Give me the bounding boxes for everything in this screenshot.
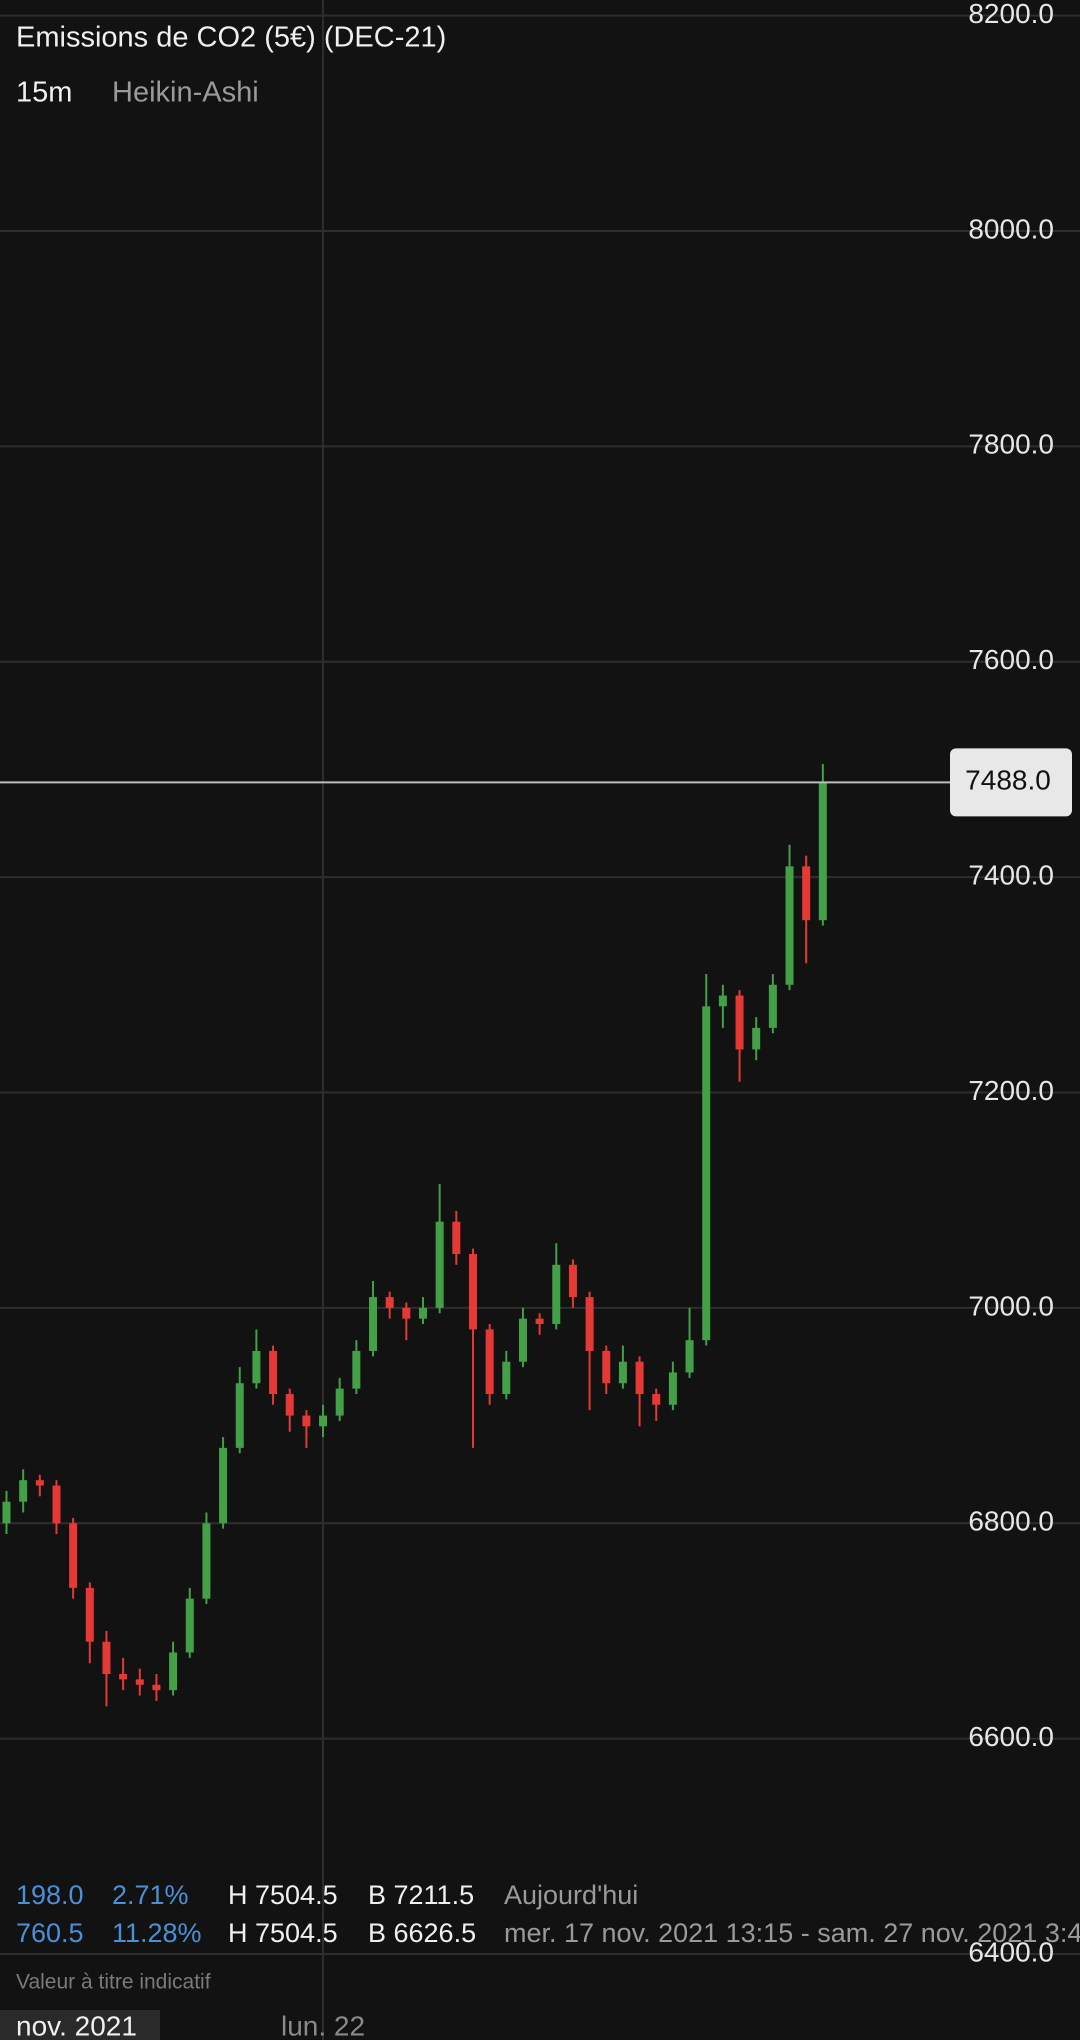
candle-body — [485, 1329, 494, 1395]
candle-body — [285, 1394, 294, 1416]
candle-body — [585, 1297, 594, 1351]
info-cell: 760.5 — [16, 1918, 84, 1948]
candle-body — [535, 1318, 544, 1325]
candle-body — [685, 1340, 694, 1373]
info-cell: H 7504.5 — [228, 1918, 338, 1948]
y-tick-label: 7800.0 — [968, 429, 1054, 460]
candle-body — [69, 1523, 78, 1588]
candle-body — [635, 1361, 644, 1395]
candle-body — [502, 1361, 511, 1395]
candle-body — [119, 1674, 128, 1680]
candle-body — [252, 1350, 261, 1384]
candle-body — [352, 1350, 361, 1389]
candle-body — [702, 1006, 711, 1341]
candle-body — [668, 1372, 677, 1405]
candle-body — [768, 984, 777, 1028]
candle-body — [19, 1480, 28, 1502]
chart-style[interactable]: Heikin-Ashi — [112, 77, 259, 109]
candle-body — [52, 1485, 61, 1524]
info-cell: H 7504.5 — [228, 1880, 338, 1910]
candle-body — [85, 1587, 94, 1642]
candle-body — [302, 1415, 311, 1427]
candle-body — [235, 1383, 244, 1448]
candle-body — [335, 1388, 344, 1416]
last-price-label: 7488.0 — [965, 765, 1051, 796]
period-label: nov. 2021 — [16, 2010, 137, 2040]
y-tick-label: 6400.0 — [968, 1936, 1054, 1967]
y-tick-label: 6800.0 — [968, 1506, 1054, 1537]
candle-body — [402, 1307, 411, 1319]
y-tick-label: 8000.0 — [968, 213, 1054, 244]
interval[interactable]: 15m — [16, 77, 72, 109]
last-price-box — [950, 748, 1072, 817]
candle-body — [185, 1598, 194, 1653]
y-tick-label: 7000.0 — [968, 1290, 1054, 1321]
candle-body — [468, 1254, 477, 1330]
candle-body — [169, 1652, 178, 1691]
candle-body — [319, 1415, 328, 1427]
footnote: Valeur à titre indicatif — [16, 1971, 211, 1994]
info-cell: mer. 17 nov. 2021 13:15 - sam. 27 nov. 2… — [504, 1918, 1080, 1948]
candle-body — [152, 1684, 161, 1691]
candle-body — [618, 1361, 627, 1384]
candle-body — [652, 1394, 661, 1405]
candle-body — [135, 1679, 144, 1685]
info-cell: 11.28% — [112, 1918, 202, 1948]
period-label-bg — [0, 2010, 160, 2040]
candle-body — [452, 1221, 461, 1255]
info-cell: B 7211.5 — [368, 1880, 474, 1910]
info-cell: B 6626.5 — [368, 1918, 476, 1948]
y-tick-label: 7200.0 — [968, 1075, 1054, 1106]
candle-body — [269, 1350, 278, 1395]
candle-body — [435, 1221, 444, 1308]
x-tick-label: lun. 22 — [281, 2010, 365, 2040]
candle-body — [102, 1641, 111, 1675]
candle-body — [202, 1523, 211, 1599]
candle-body — [802, 866, 811, 921]
candle-body — [568, 1264, 577, 1298]
candle-body — [2, 1501, 11, 1524]
info-cell: 2.71% — [112, 1880, 189, 1910]
info-cell: 198.0 — [16, 1880, 84, 1910]
candle-body — [718, 995, 727, 1007]
candle-body — [735, 995, 744, 1050]
candle-body — [35, 1480, 44, 1486]
candle-body — [518, 1318, 527, 1362]
candle-body — [219, 1447, 228, 1524]
candle-body — [785, 866, 794, 985]
candle-body — [369, 1297, 378, 1351]
candle-body — [752, 1027, 761, 1050]
candle-body — [385, 1297, 394, 1308]
y-tick-label: 7600.0 — [968, 644, 1054, 675]
y-tick-label: 7400.0 — [968, 860, 1054, 891]
info-cell: Aujourd'hui — [504, 1880, 638, 1910]
y-tick-label: 6600.0 — [968, 1721, 1054, 1752]
chart-title: Emissions de CO2 (5€) (DEC-21) — [16, 22, 446, 54]
candle-body — [419, 1307, 427, 1319]
candle-body — [602, 1350, 611, 1384]
candle-body — [818, 782, 827, 921]
candle-body — [552, 1264, 561, 1325]
y-tick-label: 8200.0 — [968, 0, 1054, 29]
